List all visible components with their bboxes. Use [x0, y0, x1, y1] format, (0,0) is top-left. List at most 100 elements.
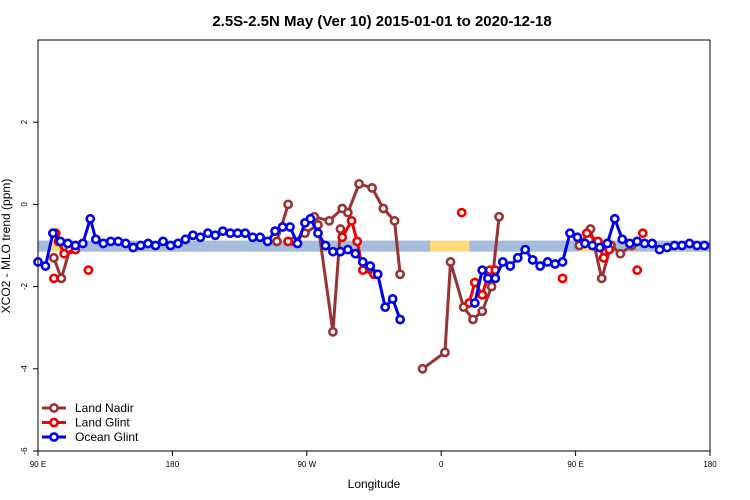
land-glint-point — [477, 289, 488, 300]
land-nadir-point — [335, 224, 346, 234]
ocean-glint-point — [497, 257, 508, 267]
land-nadir-point — [395, 269, 406, 280]
ocean-glint-point — [90, 234, 101, 245]
land-glint-point — [48, 273, 59, 284]
land-glint-point — [283, 236, 294, 247]
ocean-glint-point — [202, 228, 213, 239]
ocean-glint-point — [692, 240, 702, 251]
legend-marker-land-nadir — [49, 403, 59, 413]
legend-marker-ocean-glint — [49, 432, 59, 442]
ocean-glint-point — [180, 234, 191, 245]
land-nadir-point — [486, 281, 497, 292]
ocean-glint-point — [232, 228, 243, 239]
ocean-glint-point — [512, 252, 523, 263]
land-glint-point — [83, 265, 94, 276]
y-tick-label: 2 — [20, 119, 29, 124]
surface-bar-ocean — [38, 240, 52, 252]
ocean-glint-point — [587, 240, 598, 251]
ocean-glint-point — [372, 269, 383, 280]
y-tick-label: -2 — [20, 282, 29, 290]
ocean-glint-point — [105, 236, 116, 247]
ocean-glint-point — [128, 242, 139, 253]
ocean-glint-point — [292, 238, 303, 249]
ocean-glint-point — [669, 240, 680, 251]
ocean-glint-point — [387, 294, 398, 304]
ocean-glint-point — [98, 238, 109, 249]
land-glint-point — [598, 252, 609, 263]
land-nadir-point — [615, 248, 626, 259]
x-tick-label: 180 — [166, 460, 180, 469]
land-nadir-point — [328, 326, 338, 337]
ocean-glint-point — [594, 242, 605, 253]
land-glint-point — [357, 265, 368, 276]
legend-marker-land-glint — [49, 417, 59, 428]
x-tick-label: 90 W — [297, 460, 316, 469]
ocean-glint-point — [143, 238, 154, 249]
ocean-glint-point — [490, 273, 501, 284]
land-nadir-line — [313, 182, 402, 275]
ocean-glint-point — [55, 236, 66, 247]
ocean-glint-point — [535, 261, 546, 271]
legend-label-ocean-glint: Ocean Glint — [75, 430, 139, 444]
ocean-glint-point — [342, 244, 353, 255]
land-nadir-point — [272, 236, 282, 247]
ocean-glint-point — [135, 240, 146, 251]
legend-label-land-nadir: Land Nadir — [75, 401, 134, 415]
ocean-glint-point — [654, 244, 665, 255]
x-tick-label: 180 — [703, 460, 717, 469]
land-glint-point — [637, 228, 648, 239]
land-nadir-point — [389, 215, 400, 226]
ocean-glint-point — [395, 314, 406, 325]
ocean-glint-point — [247, 232, 258, 243]
land-nadir-point — [48, 252, 59, 263]
ocean-glint-point — [662, 242, 672, 253]
ocean-glint-point — [150, 240, 161, 251]
plot-frame — [37, 39, 711, 452]
chart-title: 2.5S-2.5N May (Ver 10) 2015-01-01 to 202… — [212, 13, 551, 30]
ocean-glint-point — [277, 222, 288, 232]
ocean-glint-point — [210, 230, 221, 241]
ocean-glint-point — [550, 259, 560, 269]
x-tick-label: 90 E — [30, 460, 46, 469]
y-tick-label: -6 — [20, 447, 29, 455]
ocean-glint-point — [469, 298, 480, 308]
ocean-glint-point — [48, 228, 58, 239]
ocean-glint-point — [85, 213, 96, 224]
ocean-glint-point — [505, 261, 516, 271]
land-nadir-point — [283, 199, 294, 210]
ocean-glint-point — [313, 228, 323, 239]
ocean-glint-point — [357, 257, 368, 267]
ocean-glint-point — [285, 222, 295, 232]
ocean-glint-point — [477, 265, 488, 276]
ocean-glint-point — [113, 236, 124, 247]
ocean-glint-point — [380, 302, 391, 313]
ocean-glint-point — [602, 238, 613, 249]
ocean-glint-point — [527, 254, 538, 265]
plot-area — [33, 178, 710, 374]
land-glint-point — [557, 273, 568, 284]
ocean-glint-point — [165, 240, 176, 251]
x-tick-label: 0 — [439, 460, 444, 469]
x-tick-label: 90 E — [567, 460, 583, 469]
land-glint-point — [352, 236, 363, 247]
ocean-glint-point — [335, 246, 346, 257]
ocean-glint-point — [240, 228, 251, 239]
ocean-glint-point — [188, 230, 198, 241]
land-nadir-point — [378, 203, 389, 214]
ocean-glint-point — [639, 238, 650, 249]
ocean-glint-point — [520, 244, 531, 255]
land-nadir-point — [477, 306, 488, 317]
y-tick-label: -4 — [20, 365, 29, 373]
ocean-glint-point — [365, 261, 376, 271]
land-glint-point — [456, 207, 467, 218]
x-axis-label: Longitude — [348, 477, 401, 491]
ocean-glint-point — [320, 240, 331, 251]
ocean-glint-point — [77, 238, 88, 249]
ocean-glint-point — [557, 257, 568, 267]
surface-bar-land — [51, 240, 61, 252]
ocean-glint-point — [624, 238, 635, 249]
land-nadir-point — [468, 314, 478, 325]
land-glint-point — [59, 248, 70, 259]
land-nadir-point — [342, 207, 353, 218]
